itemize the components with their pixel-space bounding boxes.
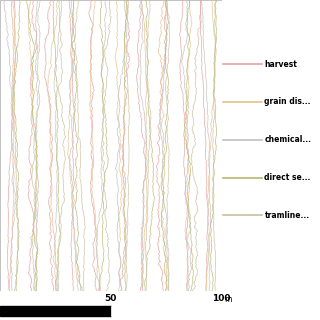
Text: m: m	[224, 295, 232, 304]
Text: chemical...: chemical...	[264, 135, 311, 144]
Text: tramline...: tramline...	[264, 211, 309, 220]
Text: 50: 50	[105, 294, 117, 303]
Text: 100: 100	[212, 294, 231, 303]
Text: harvest: harvest	[264, 60, 297, 68]
Bar	[0, 306, 111, 316]
Text: grain dis...: grain dis...	[264, 97, 311, 107]
Bar	[111, 306, 221, 316]
Text: direct se...: direct se...	[264, 173, 311, 182]
